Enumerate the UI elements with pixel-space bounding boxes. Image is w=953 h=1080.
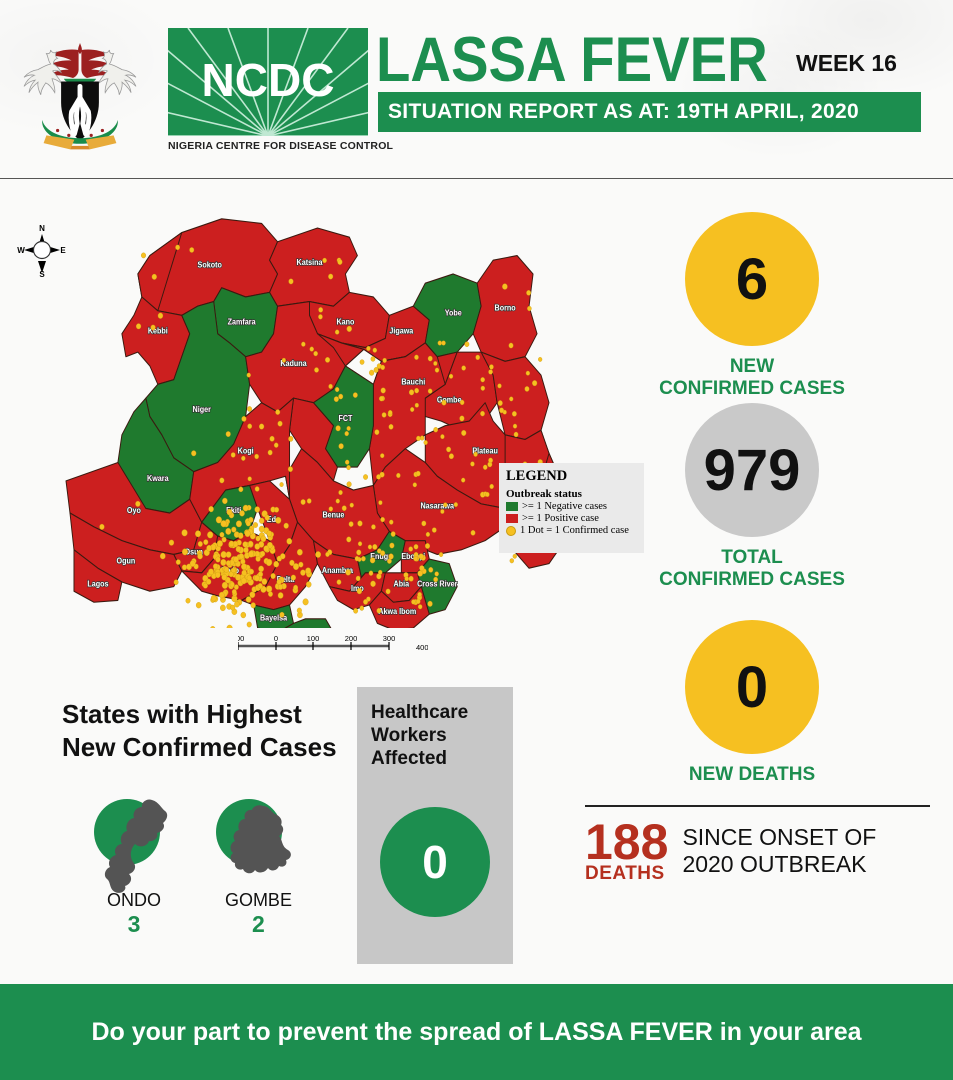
svg-text:100: 100 <box>238 634 244 643</box>
svg-text:0: 0 <box>274 634 278 643</box>
svg-text:Ogun: Ogun <box>117 556 136 566</box>
svg-text:Niger: Niger <box>193 404 211 414</box>
svg-text:100: 100 <box>307 634 320 643</box>
svg-text:Zamfara: Zamfara <box>228 317 257 327</box>
svg-text:Jigawa: Jigawa <box>389 326 414 336</box>
svg-text:200: 200 <box>345 634 358 643</box>
svg-text:Sokoto: Sokoto <box>198 260 223 270</box>
svg-text:Oyo: Oyo <box>127 506 141 516</box>
svg-text:E: E <box>60 246 66 255</box>
svg-text:300: 300 <box>383 634 396 643</box>
svg-text:NCDC: NCDC <box>202 54 335 106</box>
svg-text:Katsina: Katsina <box>297 257 324 267</box>
svg-text:Kogi: Kogi <box>238 446 254 456</box>
svg-text:Benue: Benue <box>322 510 345 520</box>
svg-text:Kwara: Kwara <box>147 473 169 483</box>
svg-text:Akwa Ibom: Akwa Ibom <box>378 607 416 617</box>
svg-text:Borno: Borno <box>495 303 516 313</box>
svg-text:Nasarawa: Nasarawa <box>420 501 454 511</box>
svg-text:Gombe: Gombe <box>437 395 462 405</box>
svg-text:Bauchi: Bauchi <box>401 377 425 387</box>
svg-text:Yobe: Yobe <box>445 308 463 318</box>
svg-text:FCT: FCT <box>338 414 352 424</box>
svg-text:Lagos: Lagos <box>87 579 108 589</box>
svg-text:W: W <box>17 246 25 255</box>
svg-text:400 km: 400 km <box>416 643 428 652</box>
svg-text:N: N <box>39 224 45 233</box>
svg-text:Kano: Kano <box>336 317 354 327</box>
